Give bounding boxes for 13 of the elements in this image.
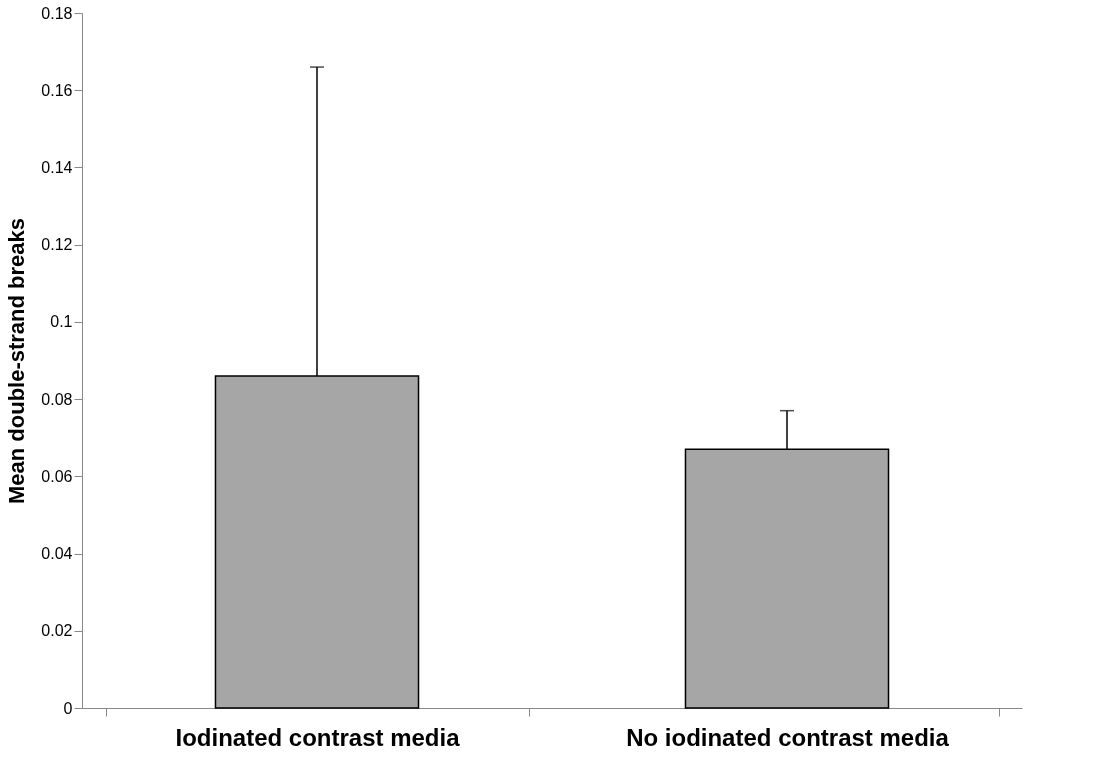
y-tick-label: 0 [63,699,73,717]
y-tick-label: 0.1 [50,313,73,331]
x-tick-label: No iodinated contrast media [626,723,950,751]
y-tick-label: 0.04 [41,545,73,563]
y-tick-label: 0.12 [41,236,73,254]
y-tick-label: 0.08 [41,390,73,408]
y-axis-title: Mean double-strand breaks [4,217,30,505]
x-tick-label: Iodinated contrast media [175,723,461,751]
y-tick-label: 0.18 [41,4,73,22]
y-tick-label: 0.16 [41,81,73,99]
y-tick-label: 0.02 [41,622,73,640]
y-tick-label: 0.14 [41,158,73,176]
y-tick-label: 0.06 [41,467,73,485]
